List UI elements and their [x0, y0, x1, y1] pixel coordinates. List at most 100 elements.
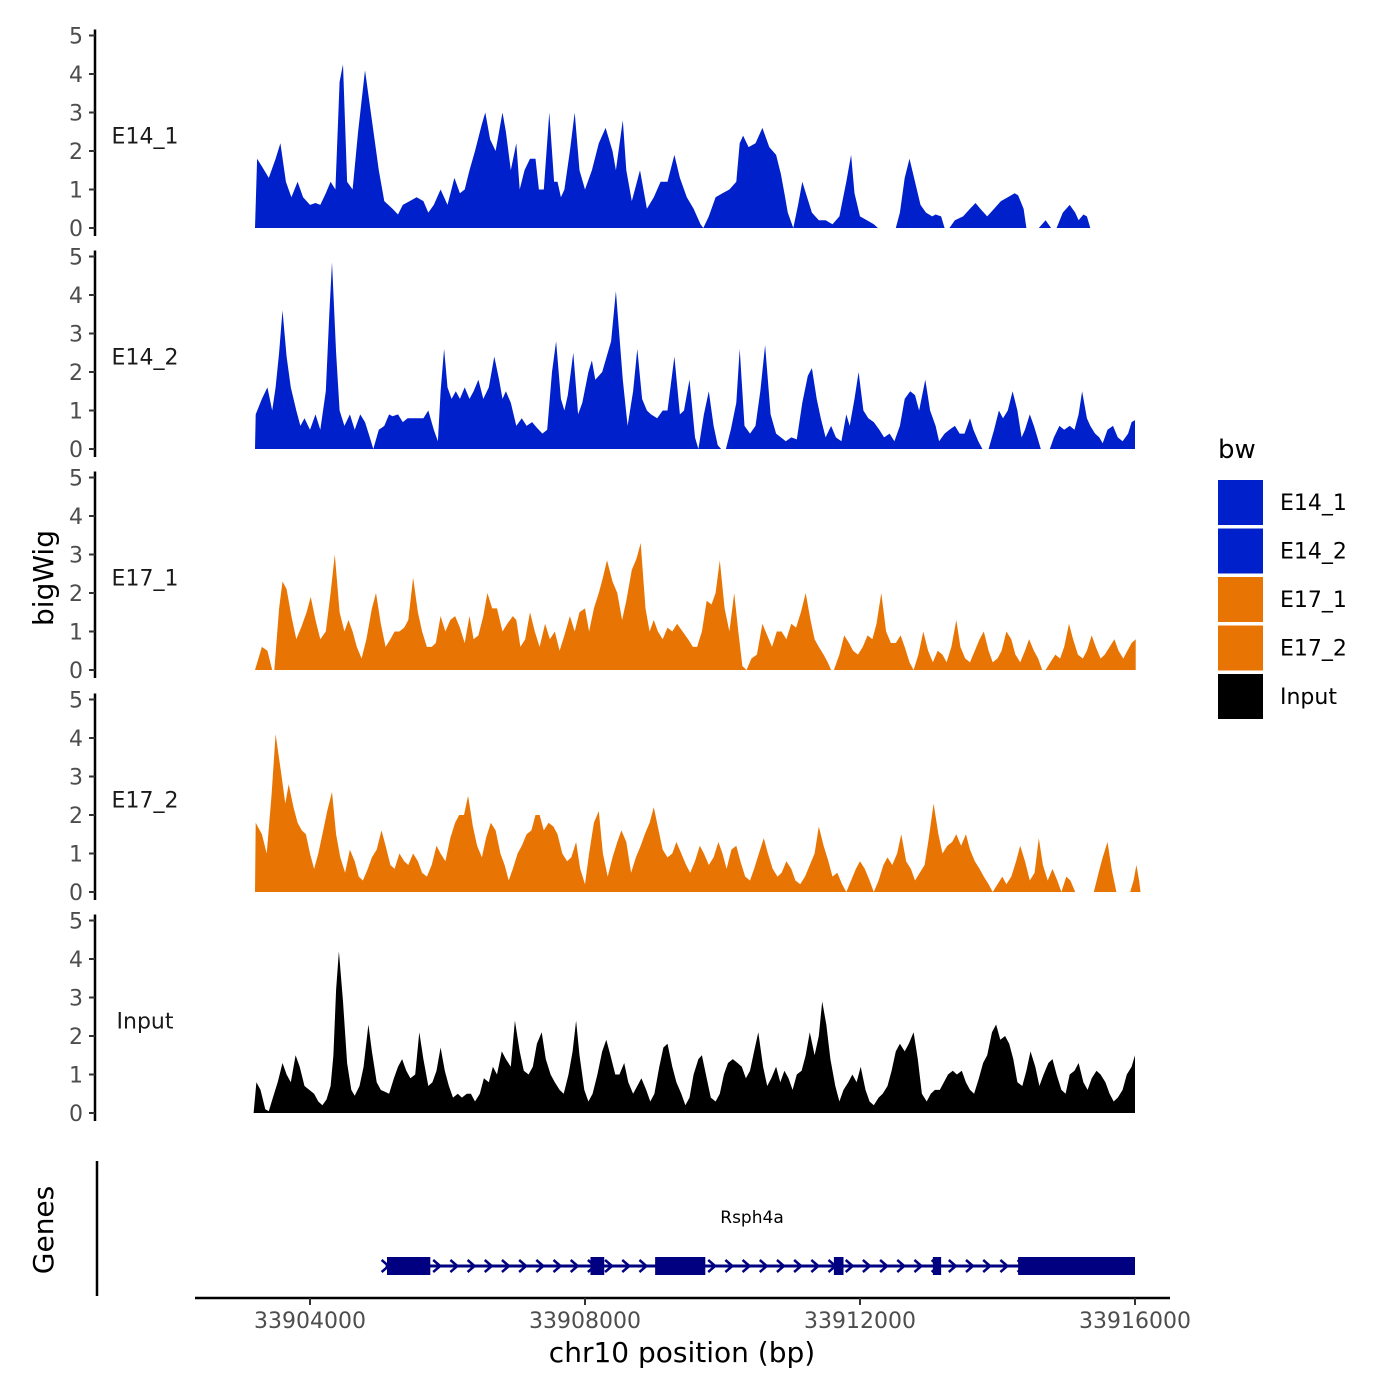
strand-arrow: [569, 1259, 580, 1273]
strand-arrow: [501, 1259, 511, 1273]
track-label: E17_1: [112, 567, 179, 592]
strand-arrow: [483, 1259, 494, 1273]
gene-track: Genes Rsph4a: [27, 1161, 1135, 1296]
legend-label-input: Input: [1280, 685, 1337, 710]
y-tick-label: 5: [69, 689, 83, 714]
strand-arrow: [862, 1259, 872, 1273]
track-e14-1: 0 1 2 3 4 5 E14_1: [69, 25, 1091, 242]
strand-arrow: [707, 1259, 718, 1273]
y-tick-label: 3: [69, 102, 83, 127]
strand-arrow: [621, 1259, 632, 1273]
y-tick-label: 3: [69, 323, 83, 348]
track-label: E17_2: [112, 789, 179, 814]
strand-arrow: [535, 1259, 546, 1273]
coverage-area-input: [253, 951, 1136, 1113]
strand-arrow: [449, 1259, 460, 1273]
y-tick-label: 0: [69, 217, 83, 242]
strand-arrow: [758, 1259, 769, 1273]
gene-exon: [655, 1257, 706, 1275]
track-label: E14_2: [112, 346, 179, 371]
tracks-group: 0 1 2 3 4 5 E14_1 0 1 2 3 4 5 E14_2 0 1 2 3 4 5 E17_1 0 1 2 3 4 5 E…: [69, 25, 1141, 1127]
y-tick-label: 3: [69, 987, 83, 1012]
track-e14-2: 0 1 2 3 4 5 E14_2: [69, 246, 1135, 463]
gene-exon: [1018, 1257, 1135, 1275]
legend-label-e17-2: E17_2: [1280, 637, 1347, 662]
strand-arrow: [896, 1259, 907, 1273]
y-tick-label: 3: [69, 544, 83, 569]
track-label: E14_1: [112, 125, 179, 150]
y-tick-label: 5: [69, 25, 83, 50]
strand-arrow: [741, 1259, 752, 1273]
y-tick-label: 2: [69, 804, 83, 829]
strand-arrow: [466, 1259, 477, 1273]
genes-axis-title: Genes: [27, 1186, 60, 1274]
strand-arrow: [432, 1259, 443, 1273]
legend-swatch-e17-2: [1218, 625, 1263, 671]
strand-arrow: [879, 1259, 889, 1273]
legend-swatch-e14-1: [1218, 480, 1263, 525]
y-tick-label: 0: [69, 1102, 83, 1127]
y-tick-label: 4: [69, 948, 83, 973]
x-tick-label: 33908000: [529, 1309, 641, 1334]
y-tick-label: 2: [69, 1025, 83, 1050]
strand-arrow: [552, 1259, 563, 1273]
coverage-area-e14-2: [255, 262, 1135, 449]
coverage-area-e14-1: [255, 64, 1091, 229]
coverage-area-e17-1: [255, 543, 1136, 670]
y-tick-label: 1: [69, 179, 83, 204]
strand-arrow: [982, 1259, 993, 1273]
y-tick-label: 3: [69, 766, 83, 791]
y-tick-label: 4: [69, 727, 83, 752]
y-tick-label: 0: [69, 881, 83, 906]
legend-swatch-input: [1218, 674, 1263, 719]
y-axis-title: bigWig: [27, 530, 60, 626]
strand-arrow: [844, 1259, 855, 1273]
y-tick-label: 2: [69, 582, 83, 607]
strand-arrow: [810, 1259, 821, 1273]
y-tick-label: 5: [69, 910, 83, 935]
strand-arrow: [604, 1259, 614, 1273]
strand-arrow: [724, 1259, 735, 1273]
coverage-area-e17-2: [255, 734, 1141, 892]
strand-arrow: [913, 1259, 924, 1273]
x-axis: 33904000 33908000 33912000 33916000: [195, 1296, 1191, 1334]
x-tick-label: 33904000: [254, 1309, 366, 1334]
y-tick-label: 4: [69, 284, 83, 309]
track-e17-1: 0 1 2 3 4 5 E17_1: [69, 467, 1136, 684]
y-tick-label: 0: [69, 659, 83, 684]
x-tick-label: 33916000: [1079, 1309, 1191, 1334]
track-e17-2: 0 1 2 3 4 5 E17_2: [69, 689, 1141, 906]
legend: bw E14_1 E14_2 E17_1 E17_2 Input: [1218, 435, 1347, 719]
gene-exon: [590, 1257, 605, 1275]
strand-arrow: [965, 1259, 975, 1273]
strand-arrow: [793, 1259, 804, 1273]
y-tick-label: 5: [69, 467, 83, 492]
legend-title: bw: [1218, 435, 1256, 465]
legend-label-e14-2: E14_2: [1280, 540, 1347, 565]
y-tick-label: 4: [69, 63, 83, 88]
track-label: Input: [117, 1010, 174, 1035]
gene-exon: [833, 1257, 844, 1275]
y-tick-label: 4: [69, 505, 83, 530]
legend-swatch-e14-2: [1218, 528, 1263, 574]
strand-arrow: [638, 1259, 649, 1273]
strand-arrow: [947, 1259, 958, 1273]
track-input: 0 1 2 3 4 5 Input: [69, 910, 1136, 1127]
strand-arrow: [776, 1259, 786, 1273]
y-tick-label: 2: [69, 361, 83, 386]
y-tick-label: 0: [69, 438, 83, 463]
y-tick-label: 1: [69, 621, 83, 646]
y-tick-label: 2: [69, 140, 83, 165]
gene-exon: [387, 1257, 431, 1275]
x-axis-title: chr10 position (bp): [549, 1336, 815, 1369]
y-tick-label: 1: [69, 843, 83, 868]
gene-exon: [932, 1257, 942, 1275]
strand-arrow: [999, 1259, 1010, 1273]
y-tick-label: 1: [69, 400, 83, 425]
gene-name-label: Rsph4a: [720, 1208, 783, 1228]
y-tick-label: 5: [69, 246, 83, 271]
legend-swatch-e17-1: [1218, 577, 1263, 622]
legend-label-e17-1: E17_1: [1280, 588, 1347, 613]
x-tick-label: 33912000: [804, 1309, 916, 1334]
